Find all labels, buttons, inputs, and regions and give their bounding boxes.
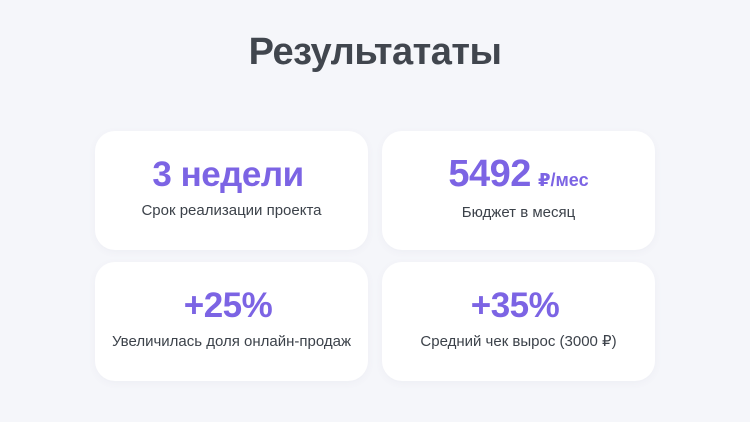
stat-card-average-check-growth: +35% Средний чек вырос (3000 ₽)	[382, 262, 655, 381]
stat-label: Увеличилась доля онлайн-продаж	[111, 332, 352, 350]
stat-value-text: 3 недели	[152, 154, 304, 194]
results-slide: Результататы 3 недели Срок реализации пр…	[0, 30, 750, 422]
stat-card-project-duration: 3 недели Срок реализации проекта	[95, 131, 368, 250]
stat-card-online-sales-growth: +25% Увеличилась доля онлайн-продаж	[95, 262, 368, 381]
stat-label: Срок реализации проекта	[141, 201, 322, 219]
stat-value-text: +35%	[470, 285, 560, 325]
stat-value-text: 5492	[448, 152, 531, 195]
stat-value-suffix: ₽/мес	[537, 169, 589, 190]
stat-label: Средний чек вырос (3000 ₽)	[420, 332, 617, 350]
stat-label: Бюджет в месяц	[461, 203, 576, 221]
page-title: Результататы	[248, 31, 502, 73]
stat-value: 5492 ₽/мес	[448, 153, 588, 197]
stat-value: +25%	[184, 286, 280, 326]
stat-value: 3 недели	[152, 155, 310, 195]
stat-value-text: +25%	[183, 285, 273, 325]
stats-grid: 3 недели Срок реализации проекта 5492 ₽/м…	[95, 131, 655, 381]
stat-card-monthly-budget: 5492 ₽/мес Бюджет в месяц	[382, 131, 655, 250]
stat-value: +35%	[471, 286, 567, 326]
